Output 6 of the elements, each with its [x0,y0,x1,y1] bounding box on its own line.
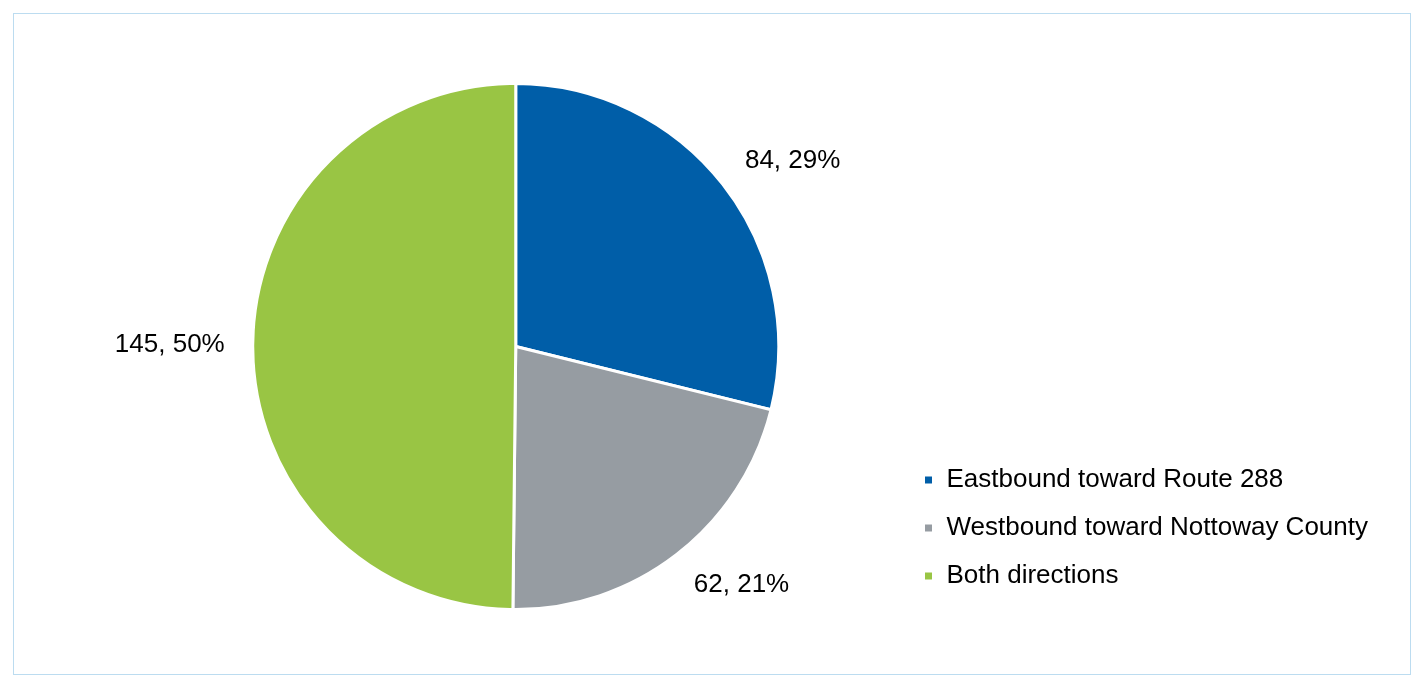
legend-label: Both directions [946,559,1119,590]
legend-label: Westbound toward Nottoway County [946,511,1369,542]
data-label: 84, 29% [744,144,841,175]
data-label: 62, 21% [693,567,790,598]
legend-label: Eastbound toward Route 288 [946,463,1284,494]
data-label: 145, 50% [114,328,225,359]
